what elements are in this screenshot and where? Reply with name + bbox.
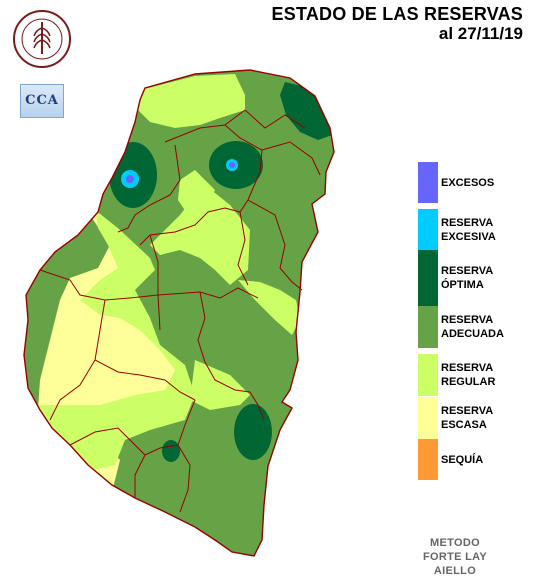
- title-line-1: ESTADO DE LAS RESERVAS: [271, 4, 523, 24]
- legend-swatch: [418, 162, 438, 203]
- legend-label-line-1: RESERVA: [441, 314, 494, 326]
- cca-logo-text: CCA: [25, 93, 59, 108]
- legend-label-line-2: REGULAR: [441, 376, 496, 388]
- legend-label: RESERVA EXCESIVA: [441, 216, 496, 244]
- legend-swatch: [418, 439, 438, 480]
- legend-label: SEQUÍA: [441, 453, 483, 467]
- cca-logo: CCA: [20, 84, 64, 118]
- reserves-map: [23, 69, 335, 557]
- legend-label-line-1: SEQUÍA: [441, 454, 484, 466]
- legend-swatch: [418, 250, 438, 306]
- legend-label-line-2: ÓPTIMA: [441, 279, 484, 291]
- legend-label-line-1: RESERVA: [441, 265, 494, 277]
- method-line-3: AIELLO: [433, 565, 477, 577]
- department-borders: [39, 109, 321, 513]
- method-line-1: METODO: [430, 537, 480, 549]
- bolsa-de-cereales-seal: [13, 10, 71, 68]
- legend-swatch: [418, 306, 438, 348]
- zone-regular-west: [38, 210, 195, 470]
- legend-swatch: [418, 397, 438, 439]
- zone-optima-ne: [280, 82, 332, 140]
- legend-swatch: [418, 354, 438, 396]
- zone-excesos-nw: [126, 175, 134, 183]
- method-line-2: FORTE LAY: [422, 551, 488, 563]
- title-date: al 27/11/19: [438, 24, 523, 43]
- legend-label-line-1: RESERVA: [441, 405, 494, 417]
- legend-label-line-1: RESERVA: [441, 362, 494, 374]
- zone-regular-north: [138, 74, 245, 128]
- legend-label: RESERVA ÓPTIMA: [441, 264, 493, 292]
- legend-label-line-2: ESCASA: [441, 419, 487, 431]
- zone-regular-center: [150, 185, 250, 285]
- zone-regular-center-north: [178, 170, 215, 215]
- zone-optima-se: [234, 404, 272, 460]
- legend-label-line-2: EXCESIVA: [441, 231, 496, 243]
- legend-label-line-1: RESERVA: [441, 217, 494, 229]
- legend-swatch: [418, 209, 438, 250]
- method-label: METODO FORTE LAY AIELLO: [418, 536, 492, 578]
- legend-label-line-2: ADECUADA: [441, 328, 504, 340]
- map-title: ESTADO DE LAS RESERVAS al 27/11/19: [272, 4, 523, 44]
- legend-label: RESERVA ESCASA: [441, 404, 493, 432]
- zone-regular-southcenter: [190, 360, 250, 410]
- zone-excesos-north: [229, 162, 235, 168]
- zone-regular-east-center: [238, 280, 300, 335]
- legend-label: RESERVA REGULAR: [441, 361, 495, 389]
- zone-optima-south: [162, 440, 180, 462]
- legend-label: EXCESOS: [441, 176, 494, 190]
- legend-label: RESERVA ADECUADA: [441, 313, 504, 341]
- legend-label-line-1: EXCESOS: [441, 177, 495, 189]
